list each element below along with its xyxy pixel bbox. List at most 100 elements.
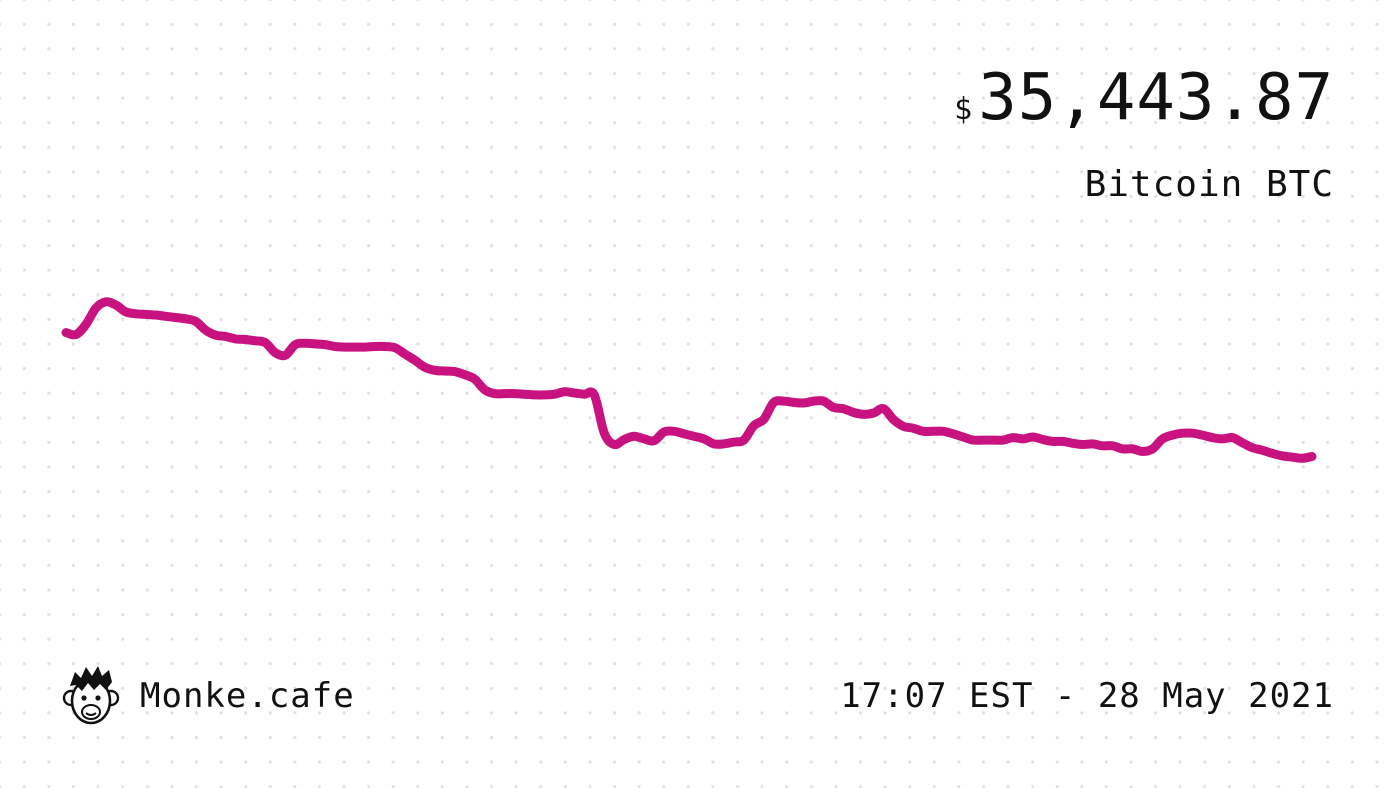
data-point <box>542 392 548 398</box>
data-point <box>372 344 378 350</box>
data-point <box>860 411 866 417</box>
data-point <box>1130 446 1136 452</box>
data-point <box>432 367 438 373</box>
data-point <box>73 332 79 338</box>
data-point <box>422 364 428 370</box>
data-point <box>801 400 807 406</box>
data-point <box>681 431 687 437</box>
data-point <box>392 345 398 351</box>
asset-name: Bitcoin BTC <box>1084 164 1334 205</box>
data-point <box>153 312 159 318</box>
chart-layer <box>61 297 1317 463</box>
data-point <box>1150 446 1156 452</box>
data-point <box>1169 432 1175 438</box>
data-point <box>1209 435 1215 441</box>
data-point <box>1289 454 1295 460</box>
data-point <box>771 399 777 405</box>
data-point <box>781 398 787 404</box>
data-point <box>651 438 657 444</box>
data-point <box>312 341 318 347</box>
data-point <box>272 350 278 356</box>
data-point <box>1080 442 1086 448</box>
data-point <box>831 404 837 410</box>
data-point <box>183 316 189 322</box>
data-point <box>1140 448 1146 454</box>
data-point <box>193 318 199 324</box>
data-point <box>1259 447 1265 453</box>
data-point <box>1239 440 1245 446</box>
data-point <box>402 351 408 357</box>
data-point <box>851 410 857 416</box>
data-point <box>282 352 288 358</box>
data-point <box>870 410 876 416</box>
data-point <box>1179 430 1185 436</box>
data-point <box>940 428 946 434</box>
data-point <box>63 330 69 336</box>
data-point <box>1219 436 1225 442</box>
data-point <box>701 436 707 442</box>
data-point <box>671 428 677 434</box>
data-point <box>322 342 328 348</box>
data-point <box>143 311 149 317</box>
data-point <box>591 392 597 398</box>
data-point <box>1090 441 1096 447</box>
data-point <box>631 433 637 439</box>
data-point <box>522 391 528 397</box>
data-point <box>472 376 478 382</box>
data-point <box>492 391 498 397</box>
data-point <box>821 398 827 404</box>
data-point <box>1030 434 1036 440</box>
data-point <box>412 357 418 363</box>
data-point <box>1299 455 1305 461</box>
data-point <box>581 391 587 397</box>
data-point <box>1100 443 1106 449</box>
brand: Monke.cafe <box>62 664 355 728</box>
data-point <box>262 340 268 346</box>
data-point <box>83 322 89 328</box>
data-point <box>1229 435 1235 441</box>
data-point <box>1000 437 1006 443</box>
data-point <box>1070 440 1076 446</box>
data-point <box>332 344 338 350</box>
data-point <box>233 336 239 342</box>
data-point <box>1199 432 1205 438</box>
data-point <box>223 333 229 339</box>
data-point <box>890 416 896 422</box>
data-point <box>1040 437 1046 443</box>
data-point <box>93 305 99 311</box>
data-point <box>242 337 248 343</box>
data-point <box>950 431 956 437</box>
timestamp: 17:07 EST - 28 May 2021 <box>840 676 1334 716</box>
data-point <box>731 439 737 445</box>
data-point <box>1309 454 1315 460</box>
data-point <box>751 423 757 429</box>
price-value: 35,443.87 <box>978 61 1334 135</box>
data-point <box>761 416 767 422</box>
data-point <box>482 387 488 393</box>
data-point <box>571 390 577 396</box>
series-line-0 <box>61 297 1317 463</box>
data-point <box>601 430 607 436</box>
data-point <box>103 299 109 305</box>
data-point <box>1050 438 1056 444</box>
data-point <box>1060 438 1066 444</box>
currency-symbol: $ <box>954 92 973 127</box>
data-point <box>1189 430 1195 436</box>
data-point <box>711 441 717 447</box>
data-point <box>1279 453 1285 459</box>
monkey-face-icon <box>62 666 120 725</box>
price-display: $ 35,443.87 <box>954 66 1334 130</box>
brand-name: Monke.cafe <box>140 676 355 716</box>
data-point <box>611 442 617 448</box>
data-point <box>203 327 209 333</box>
data-point <box>252 338 258 344</box>
data-point <box>382 344 388 350</box>
data-point <box>442 368 448 374</box>
data-point <box>1010 435 1016 441</box>
data-point <box>462 372 468 378</box>
data-point <box>621 437 627 443</box>
data-point <box>900 423 906 429</box>
data-point <box>173 315 179 321</box>
data-point <box>1269 450 1275 456</box>
